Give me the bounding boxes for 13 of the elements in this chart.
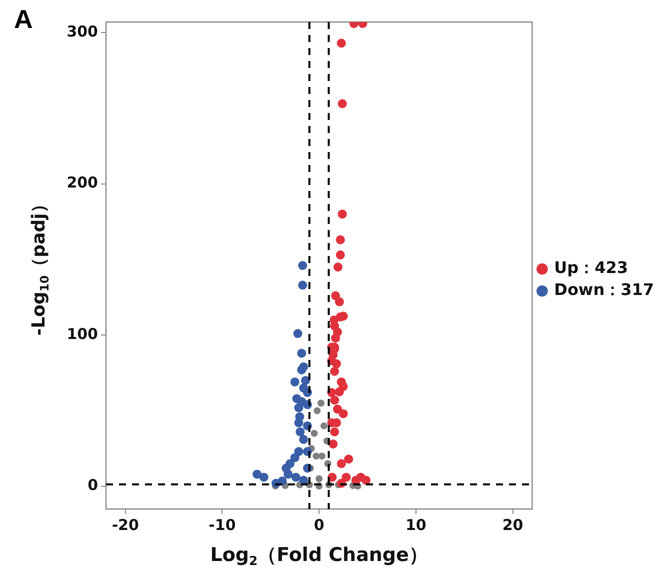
y-tick-label: 0: [88, 476, 98, 494]
x-tick-label: -20: [112, 516, 139, 534]
x-tick-label: -10: [208, 516, 236, 534]
legend-label: Up：423: [554, 258, 628, 278]
x-tick-label: 10: [405, 516, 426, 534]
y-tick-label: 300: [66, 22, 98, 40]
y-tick-label: 200: [66, 174, 98, 192]
legend-label: Down：317: [554, 280, 654, 300]
y-tick-label: 100: [66, 324, 98, 343]
y-axis-title: -Log10（padj）: [28, 195, 52, 336]
x-tick-label: 20: [502, 516, 524, 534]
text: A: [14, 4, 33, 34]
x-tick-label: 0: [314, 516, 324, 534]
